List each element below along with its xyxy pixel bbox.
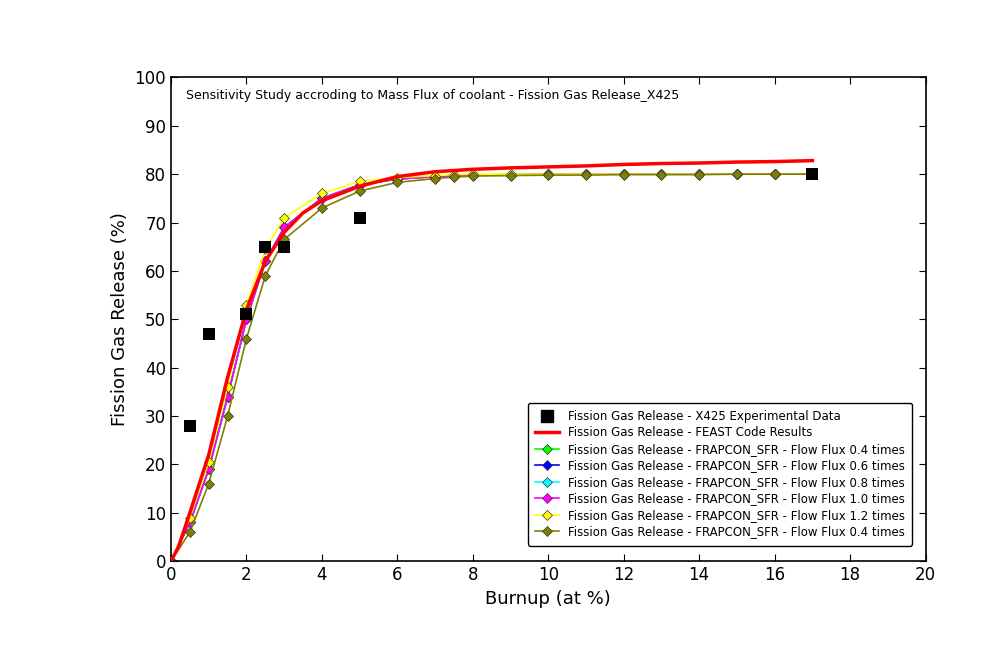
Point: [805, 169, 821, 179]
X-axis label: Burnup (at %): Burnup (at %): [486, 590, 612, 608]
Point: [182, 421, 198, 431]
Y-axis label: Fission Gas Release (%): Fission Gas Release (%): [111, 212, 129, 426]
Legend: Fission Gas Release - X425 Experimental Data, Fission Gas Release - FEAST Code R: Fission Gas Release - X425 Experimental …: [528, 402, 912, 546]
Point: [238, 310, 255, 320]
Text: Sensitivity Study accroding to Mass Flux of coolant - Fission Gas Release_X425: Sensitivity Study accroding to Mass Flux…: [186, 90, 679, 103]
Point: [200, 328, 217, 339]
Point: [276, 241, 293, 252]
Point: [352, 212, 368, 223]
Point: [258, 241, 274, 252]
